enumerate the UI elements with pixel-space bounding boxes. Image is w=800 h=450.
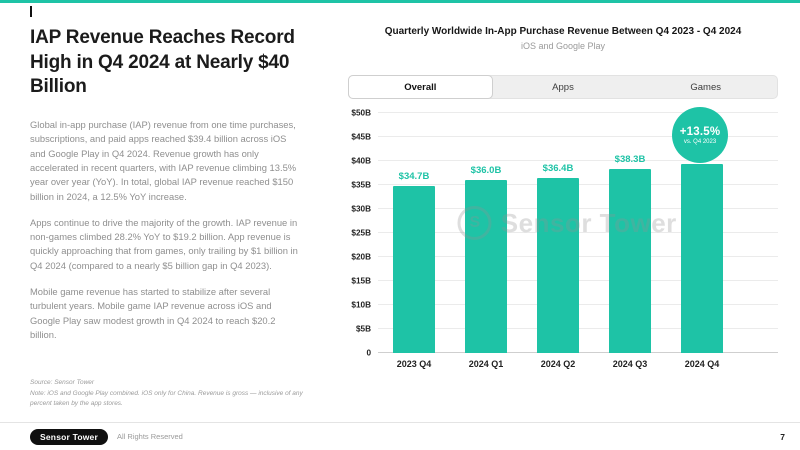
y-axis-tick: $35B	[351, 180, 371, 190]
badge-value: +13.5%	[679, 125, 721, 138]
sensor-tower-logo: Sensor Tower	[30, 428, 108, 445]
bar-group: $39.4B	[666, 113, 738, 353]
gridline	[378, 112, 778, 113]
badge-caption: vs. Q4 2023	[683, 138, 717, 145]
source-note-block: Source: Sensor Tower Note: iOS and Googl…	[30, 378, 304, 410]
x-axis-label: 2024 Q4	[684, 359, 720, 369]
bar-value-label: $38.3B	[614, 154, 646, 166]
methodology-note: Note: iOS and Google Play combined. iOS …	[30, 390, 303, 407]
bar[interactable]	[681, 163, 723, 353]
bar[interactable]	[537, 178, 579, 353]
x-axis: 2023 Q4 2024 Q1 2024 Q2 2024 Q3 2024 Q4	[378, 359, 778, 369]
y-axis-tick: $20B	[351, 252, 371, 262]
bar-value-label: $36.0B	[470, 165, 502, 177]
rights-text: All Rights Reserved	[116, 432, 183, 441]
body-paragraph-1: Global in-app purchase (IAP) revenue fro…	[30, 119, 297, 202]
y-axis-tick: $15B	[351, 276, 371, 286]
body-paragraph-2: Apps continue to drive the majority of t…	[30, 216, 298, 271]
x-axis-label: 2024 Q2	[540, 359, 576, 369]
page-title: IAP Revenue Reaches Record High in Q4 20…	[30, 27, 295, 98]
bar[interactable]	[393, 186, 435, 353]
source-text: Source: Sensor Tower	[30, 379, 95, 386]
left-panel: IAP Revenue Reaches Record High in Q4 20…	[30, 26, 304, 407]
bar-chart: 0 $5B $10B $15B $20B $25B $30B $35B $40B $45B $50B…	[348, 107, 778, 369]
top-accent-bar	[0, 0, 800, 3]
y-axis-tick: 0	[366, 348, 371, 358]
y-axis-tick: $5B	[355, 324, 371, 334]
page-number: 7	[780, 431, 785, 442]
y-axis-tick: $25B	[351, 228, 371, 238]
body-paragraph-3: Mobile game revenue has started to stabi…	[30, 286, 276, 340]
gridline	[378, 160, 778, 161]
y-axis-tick: $40B	[351, 156, 371, 166]
plot-area: 0 $5B $10B $15B $20B $25B $30B $35B $40B $45B $50B…	[351, 109, 778, 358]
bars-container: $34.7B $36.0B $36.4B $38.3B $39.4B	[378, 113, 738, 353]
y-axis-tick: $10B	[351, 300, 371, 310]
y-axis-tick: $30B	[351, 204, 371, 214]
top-left-tick	[30, 6, 32, 17]
tab-games[interactable]: Games	[690, 81, 721, 93]
x-axis-label: 2024 Q3	[612, 359, 648, 369]
x-axis-label: 2023 Q4	[396, 359, 432, 369]
y-axis-tick: $45B	[351, 132, 371, 142]
bar-group: $36.4B	[522, 113, 594, 353]
gridline	[378, 136, 778, 137]
bar[interactable]	[609, 169, 651, 353]
bar-group: $36.0B	[450, 113, 522, 353]
tab-apps[interactable]: Apps	[552, 81, 574, 93]
bar-group: $34.7B	[378, 113, 450, 353]
x-axis-label: 2024 Q1	[468, 359, 504, 369]
chart-subtitle: iOS and Google Play	[520, 41, 606, 51]
footer: Sensor Tower All Rights Reserved 7	[0, 422, 800, 450]
chart-tabs: Overall Apps Games	[348, 75, 778, 99]
tab-overall[interactable]: Overall	[348, 75, 493, 99]
bar-value-label: $34.7B	[398, 171, 430, 183]
bar-value-label: $36.4B	[542, 163, 574, 175]
bar[interactable]	[465, 180, 507, 353]
yoy-growth-badge: +13.5% vs. Q4 2023	[672, 107, 728, 163]
bar-group: $38.3B	[594, 113, 666, 353]
chart-title: Quarterly Worldwide In-App Purchase Reve…	[384, 26, 742, 37]
y-axis-tick: $50B	[351, 108, 371, 118]
chart-panel: Quarterly Worldwide In-App Purchase Reve…	[348, 26, 778, 369]
